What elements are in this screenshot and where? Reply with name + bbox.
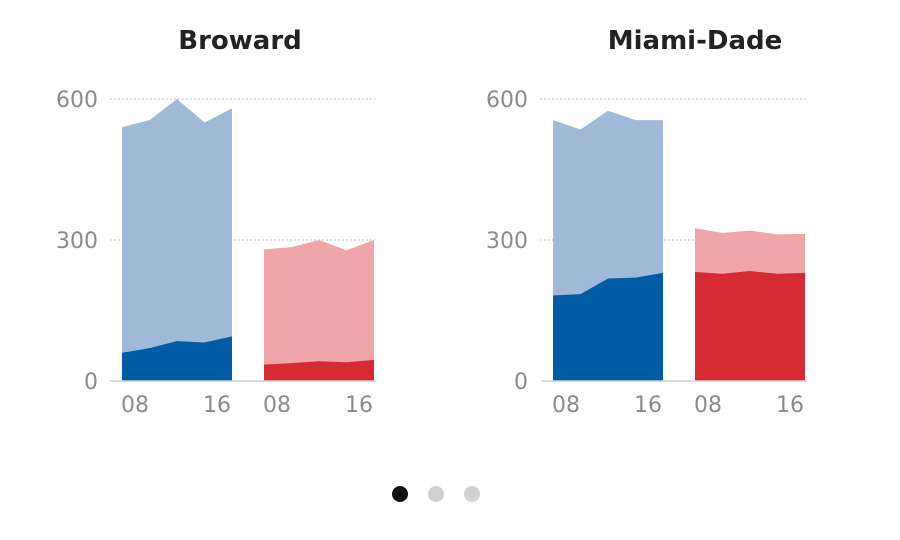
y-tick-label: 300 <box>486 229 528 254</box>
y-tick-label: 600 <box>486 88 528 113</box>
x-tick-label: 16 <box>776 393 804 418</box>
x-tick-label: 08 <box>263 393 291 418</box>
area-blue-dark <box>122 336 232 381</box>
x-tick-label: 08 <box>694 393 722 418</box>
x-tick-label: 16 <box>345 393 373 418</box>
pager-dot-1[interactable] <box>392 486 408 502</box>
pager-dot-2[interactable] <box>428 486 444 502</box>
panel-title: Broward <box>178 26 302 56</box>
pager-dot-3[interactable] <box>464 486 480 502</box>
y-tick-label: 300 <box>56 229 98 254</box>
area-blue-dark <box>553 272 663 381</box>
x-tick-label: 08 <box>121 393 149 418</box>
area-red-total <box>264 240 374 381</box>
x-tick-label: 16 <box>203 393 231 418</box>
area-red-dark <box>264 359 374 381</box>
y-tick-label: 600 <box>56 88 98 113</box>
panel-broward: Broward 600 300 0 08 16 08 16 <box>56 26 376 418</box>
pagination-dots <box>0 486 900 502</box>
panel-title: Miami-Dade <box>608 26 783 56</box>
y-tick-label: 0 <box>84 370 98 395</box>
area-red-dark <box>695 271 805 381</box>
area-blue-total <box>122 99 232 381</box>
x-tick-label: 16 <box>634 393 662 418</box>
x-tick-label: 08 <box>552 393 580 418</box>
panel-miami-dade: Miami-Dade 600 300 0 08 16 08 16 <box>486 26 807 418</box>
y-tick-label: 0 <box>514 370 528 395</box>
